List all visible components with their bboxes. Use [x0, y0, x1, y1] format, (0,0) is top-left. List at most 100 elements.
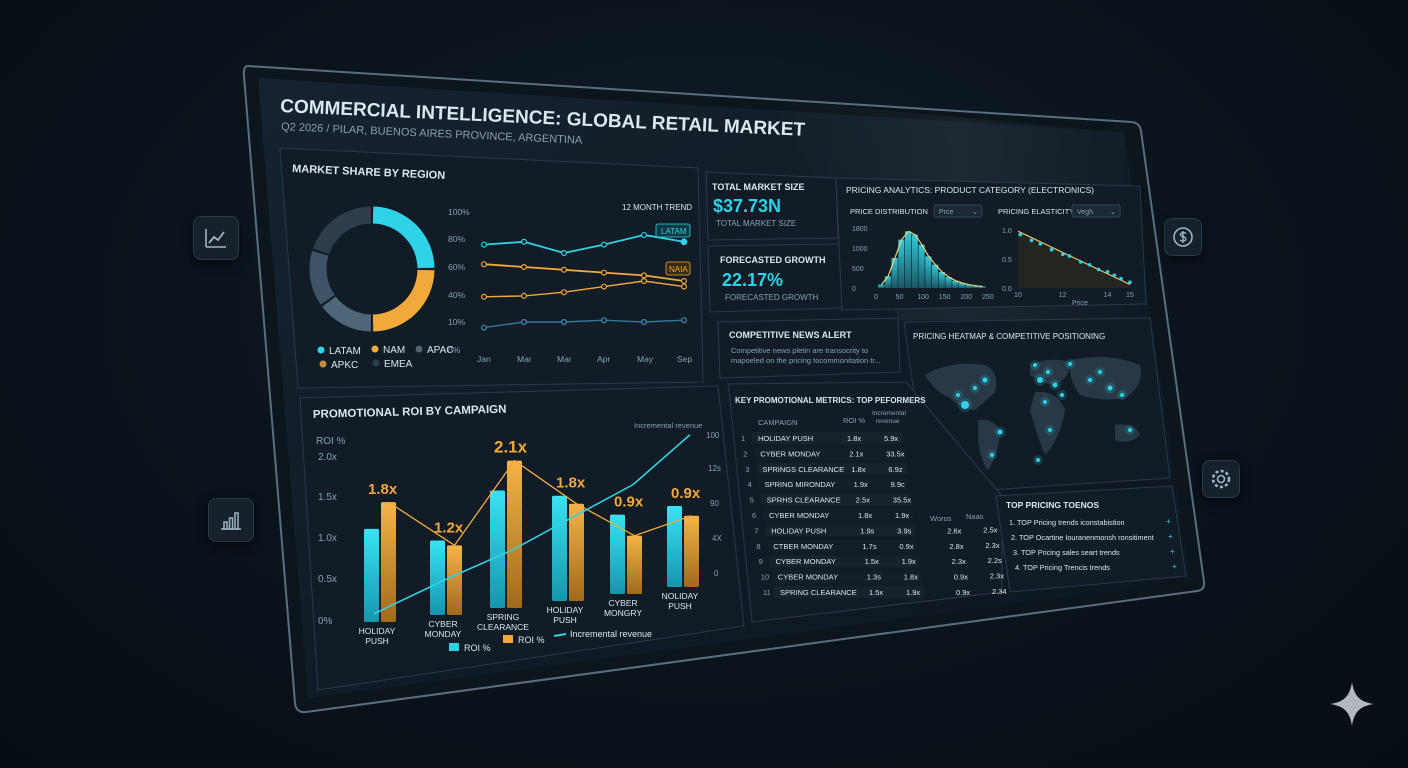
- map-hotspot[interactable]: [961, 401, 969, 409]
- map-hotspot[interactable]: [1033, 363, 1037, 367]
- donut-slice-nam[interactable]: [372, 269, 435, 332]
- table-cell-campaign: CYBER MONDAY: [776, 557, 836, 566]
- bar-chart-icon-button[interactable]: [208, 498, 254, 542]
- table-row[interactable]: [760, 493, 911, 506]
- map-hotspot[interactable]: [973, 386, 977, 390]
- map-hotspot[interactable]: [982, 377, 988, 383]
- price-dist-select[interactable]: [933, 204, 983, 218]
- line-chart-icon-button[interactable]: [193, 216, 239, 260]
- elast-point: [1038, 242, 1043, 246]
- hist-bar: [898, 239, 905, 288]
- dollar-icon-button[interactable]: [1164, 218, 1202, 256]
- map-hotspot[interactable]: [1046, 370, 1050, 374]
- trend-point: [640, 319, 647, 326]
- map-hotspot[interactable]: [1043, 400, 1047, 404]
- elasticity-select[interactable]: [1071, 204, 1121, 218]
- promo-bar-roi-orange[interactable]: [684, 515, 699, 587]
- map-hotspot[interactable]: [997, 429, 1003, 435]
- table-row[interactable]: [758, 478, 909, 491]
- table-row[interactable]: [763, 509, 913, 521]
- table-cell-revenue: 1.9x: [906, 588, 920, 597]
- trend-point: [560, 289, 567, 296]
- line-chart-icon: [205, 229, 226, 248]
- plus-icon[interactable]: +: [1170, 547, 1175, 556]
- promo-y-tick: 0%: [318, 616, 333, 627]
- table-cell-extra-2: 2.2s: [988, 556, 1002, 565]
- promo-bar-label: 1.8x: [556, 475, 586, 492]
- promo-right-label: Incremental revenue: [634, 421, 702, 430]
- map-hotspot[interactable]: [1036, 458, 1040, 462]
- map-hotspot[interactable]: [1107, 385, 1113, 391]
- table-cell-rank: 5: [750, 496, 754, 505]
- trend-list-item[interactable]: 3. TOP Pricing sales seart trends: [1013, 548, 1120, 557]
- table-row[interactable]: [752, 432, 902, 444]
- promo-bar-roi-orange[interactable]: [381, 502, 396, 622]
- donut-slice-apac[interactable]: [322, 296, 372, 332]
- promo-bar-roi-cyan[interactable]: [610, 514, 625, 594]
- table-row[interactable]: [754, 447, 905, 460]
- chevron-down-icon: ⌄: [1110, 209, 1116, 216]
- table-row[interactable]: [771, 570, 922, 583]
- plus-icon[interactable]: +: [1172, 562, 1177, 571]
- dollar-icon: [1173, 227, 1193, 247]
- promo-bar-roi-orange[interactable]: [569, 503, 584, 601]
- promo-x-tick: SPRING: [487, 612, 520, 622]
- hist-x-tick: 0: [874, 294, 878, 301]
- hist-bar: [905, 231, 912, 288]
- elast-point: [1049, 247, 1054, 252]
- elast-point: [1018, 232, 1023, 237]
- promo-x-tick: PUSH: [365, 636, 389, 646]
- promo-bar-roi-orange[interactable]: [507, 460, 522, 608]
- map-hotspot[interactable]: [1060, 393, 1064, 397]
- hist-bar: [932, 264, 939, 288]
- donut-slice-latam[interactable]: [372, 206, 435, 269]
- map-hotspot[interactable]: [1048, 428, 1052, 432]
- map-hotspot[interactable]: [1098, 370, 1102, 374]
- promo-bar-roi-orange[interactable]: [627, 535, 642, 594]
- elast-point: [1067, 254, 1072, 258]
- table-row[interactable]: [765, 524, 916, 537]
- donut-slice-emea[interactable]: [312, 206, 372, 255]
- table-row[interactable]: [769, 555, 920, 568]
- promo-bar-roi-cyan[interactable]: [552, 495, 567, 601]
- table-cell-roi: 2.1x: [849, 449, 863, 458]
- table-row[interactable]: [767, 539, 918, 552]
- trend-point: [640, 231, 647, 238]
- table-cell-extra-2: 2.34: [992, 587, 1007, 596]
- plus-icon[interactable]: +: [1168, 532, 1173, 541]
- trend-x-tick: Jan: [477, 354, 491, 364]
- plus-icon[interactable]: +: [1166, 517, 1171, 526]
- promo-y-tick: 2.0x: [318, 452, 337, 463]
- price-dist-label: PRICE DISTRIBUTION: [850, 207, 928, 216]
- promo-right-tick: 12s: [708, 464, 721, 473]
- trend-list-item[interactable]: 4. TOP Pricing Trencis trends: [1015, 563, 1110, 572]
- map-hotspot[interactable]: [1128, 428, 1132, 432]
- promo-bar-roi-cyan[interactable]: [667, 506, 682, 587]
- hist-y-tick: 1000: [852, 246, 868, 253]
- map-hotspot[interactable]: [1037, 377, 1043, 383]
- map-hotspot[interactable]: [1120, 393, 1124, 397]
- gear-icon-button[interactable]: [1202, 460, 1240, 498]
- table-cell-revenue: 35.5x: [893, 496, 912, 505]
- table-row[interactable]: [774, 586, 924, 598]
- elast-y-tick: 0.5: [1002, 257, 1012, 264]
- trend-list-item[interactable]: 2. TOP Ocartine Iouranenmonsh ronsitimen…: [1011, 533, 1154, 542]
- map-hotspots: [953, 359, 1135, 465]
- map-hotspot[interactable]: [1068, 362, 1072, 366]
- promo-bar-roi-orange[interactable]: [447, 545, 462, 615]
- promo-bar-roi-cyan[interactable]: [490, 490, 505, 608]
- trend-list-item[interactable]: 1. TOP Pricing trends iconstabistion: [1009, 518, 1125, 527]
- map-hotspot[interactable]: [990, 453, 994, 457]
- map-hotspot[interactable]: [956, 393, 960, 397]
- elast-point: [1096, 267, 1101, 272]
- news-panel: [717, 317, 901, 379]
- table-row[interactable]: [756, 462, 907, 475]
- promo-bar-roi-cyan[interactable]: [364, 528, 379, 622]
- map-hotspot[interactable]: [1052, 382, 1058, 388]
- promo-bar-roi-cyan[interactable]: [430, 540, 445, 615]
- donut-slice-apkc[interactable]: [309, 250, 335, 305]
- hist-y-tick: 1800: [852, 226, 868, 233]
- promo-bar-label: 1.8x: [368, 481, 398, 498]
- map-hotspot[interactable]: [1088, 378, 1092, 382]
- table-cell-extra-1: 2.6x: [947, 526, 961, 535]
